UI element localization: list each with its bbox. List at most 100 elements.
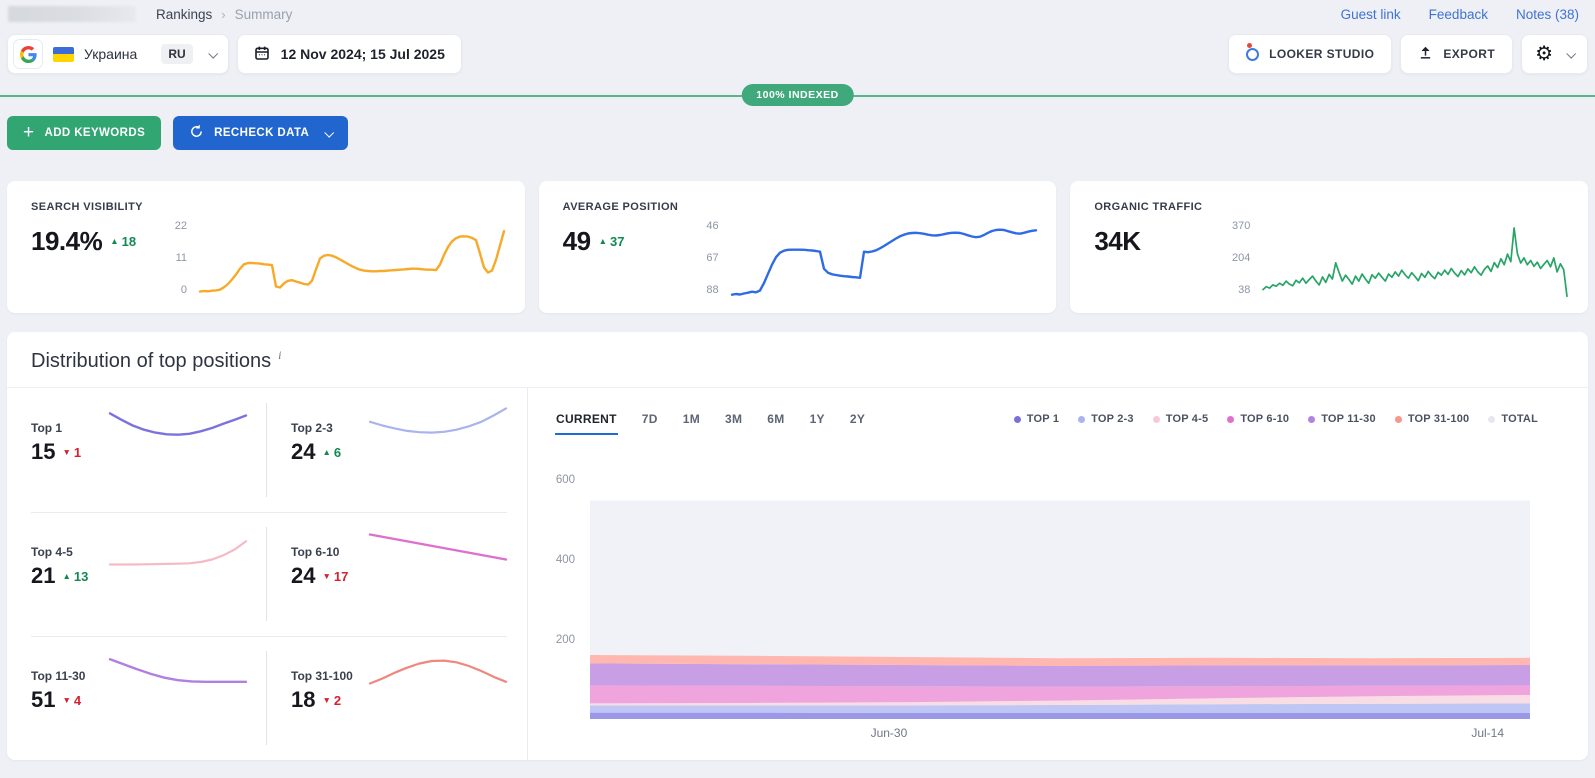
looker-studio-label: LOOKER STUDIO (1269, 47, 1375, 61)
app-logo-blurred (8, 6, 136, 22)
indexed-progress-row: 100% INDEXED (0, 84, 1595, 106)
card-label: ORGANIC TRAFFIC (1094, 201, 1203, 213)
tab-7d[interactable]: 7D (641, 412, 658, 426)
distribution-section: Distribution of top positions i Top 1 15… (7, 332, 1588, 760)
tab-3m[interactable]: 3M (725, 412, 743, 426)
card-label: AVERAGE POSITION (562, 201, 679, 213)
actions-row: + ADD KEYWORDS RECHECK DATA (7, 116, 1588, 150)
range-value: 51 (31, 687, 56, 712)
card-value: 34K (1094, 226, 1141, 256)
recheck-data-button[interactable]: RECHECK DATA (173, 116, 349, 150)
language-chip: RU (161, 44, 193, 64)
range-delta: ▲ 13 (62, 568, 89, 584)
chart-legend: TOP 1 TOP 2-3 TOP 4-5 TOP 6-10 TOP 11-30… (1013, 413, 1538, 425)
range-delta: ▼ 17 (322, 568, 349, 584)
legend-top-11-30[interactable]: TOP 11-30 (1308, 413, 1376, 425)
range-label: Top 2-3 (291, 421, 333, 435)
legend-dot (1488, 415, 1496, 423)
range-delta: ▼ 1 (62, 444, 82, 460)
svg-text:200: 200 (556, 634, 575, 646)
project-selector[interactable]: Украина RU (7, 34, 229, 74)
top-6-10-card: Top 6-10 24 ▼ 17 (267, 512, 527, 636)
legend-dot (1013, 415, 1021, 423)
breadcrumb-separator-icon: › (221, 6, 226, 22)
export-label: EXPORT (1443, 47, 1496, 61)
card-value: 49 (562, 226, 591, 256)
search-visibility-card: SEARCH VISIBILITY 19.4% ▲ 18 22 11 0 (7, 181, 525, 313)
notes-link[interactable]: Notes (38) (1515, 6, 1579, 22)
stacked-area-chart: 200 400 600 Jun-30 Jul-14 (528, 458, 1588, 760)
search-visibility-chart (197, 225, 507, 301)
recheck-data-label: RECHECK DATA (214, 127, 310, 139)
add-keywords-button[interactable]: + ADD KEYWORDS (7, 116, 162, 150)
top-bar: Rankings › Summary Guest link Feedback N… (0, 0, 1595, 26)
positions-chart-section: CURRENT 7D 1M 3M 6M 1Y 2Y TOP 1 TOP 2-3 … (527, 388, 1588, 760)
export-button[interactable]: EXPORT (1400, 34, 1514, 74)
top-1-card: Top 1 15 ▼ 1 (7, 388, 267, 512)
column-divider (266, 651, 267, 745)
delta-arrow-icon: ▲ (598, 236, 608, 247)
feedback-link[interactable]: Feedback (1428, 6, 1488, 22)
chevron-down-icon (1566, 48, 1577, 59)
legend-top-1[interactable]: TOP 1 (1013, 413, 1059, 425)
y-axis-ticks: 22 11 0 (174, 220, 187, 296)
legend-dot (1394, 415, 1402, 423)
looker-studio-button[interactable]: LOOKER STUDIO (1228, 34, 1393, 74)
looker-studio-icon (1246, 42, 1260, 61)
card-delta: ▲ 18 (110, 234, 137, 249)
refresh-icon (189, 124, 204, 142)
calendar-icon (254, 45, 270, 64)
range-delta: ▲ 6 (322, 444, 342, 460)
range-value: 21 (31, 563, 56, 588)
distribution-header: Distribution of top positions i (7, 332, 1588, 388)
breadcrumb-rankings[interactable]: Rankings (156, 6, 213, 22)
top-31-100-sparkline (367, 648, 509, 704)
toolbar: Украина RU 12 Nov 2024; 15 Jul 2025 LOOK… (7, 34, 1588, 74)
delta-arrow-icon: ▲ (62, 570, 71, 581)
delta-arrow-icon: ▼ (322, 570, 331, 581)
svg-text:Jun-30: Jun-30 (871, 726, 908, 740)
top-2-3-card: Top 2-3 24 ▲ 6 (267, 388, 527, 512)
card-value: 19.4% (31, 226, 103, 256)
guest-link[interactable]: Guest link (1340, 6, 1401, 22)
period-tabs: CURRENT 7D 1M 3M 6M 1Y 2Y (555, 412, 866, 435)
row-divider (31, 636, 507, 637)
delta-arrow-icon: ▲ (110, 236, 119, 247)
tab-1m[interactable]: 1M (682, 412, 700, 426)
top-11-30-sparkline (107, 648, 249, 704)
range-value: 18 (291, 687, 316, 712)
google-icon (13, 39, 43, 69)
settings-button[interactable]: ⚙ (1521, 34, 1588, 74)
topbar-links: Guest link Feedback Notes (38) (1341, 7, 1579, 22)
info-icon[interactable]: i (278, 348, 282, 362)
legend-total[interactable]: TOTAL (1488, 413, 1538, 425)
tab-6m[interactable]: 6M (767, 412, 785, 426)
chevron-down-icon (324, 127, 335, 138)
ukraine-flag-icon (53, 46, 74, 62)
delta-arrow-icon: ▲ (322, 446, 331, 457)
gear-icon: ⚙ (1535, 43, 1553, 65)
range-value: 15 (31, 439, 56, 464)
legend-dot (1078, 415, 1086, 423)
tab-current[interactable]: CURRENT (555, 412, 618, 435)
average-position-chart (729, 225, 1039, 301)
average-position-card: AVERAGE POSITION 49 ▲ 37 46 67 88 (538, 181, 1057, 313)
svg-text:Jul-14: Jul-14 (1471, 726, 1504, 740)
toolbar-right: LOOKER STUDIO EXPORT ⚙ (1228, 34, 1588, 74)
legend-top-2-3[interactable]: TOP 2-3 (1078, 413, 1134, 425)
legend-top-4-5[interactable]: TOP 4-5 (1152, 413, 1209, 425)
date-range-picker[interactable]: 12 Nov 2024; 15 Jul 2025 (236, 34, 462, 74)
y-axis-ticks: 370 204 38 (1231, 220, 1251, 296)
export-icon (1418, 45, 1433, 63)
metric-cards-row: SEARCH VISIBILITY 19.4% ▲ 18 22 11 0 AVERAG… (7, 181, 1589, 313)
legend-dot (1227, 415, 1235, 423)
top-1-sparkline (107, 400, 249, 456)
legend-top-6-10[interactable]: TOP 6-10 (1227, 413, 1289, 425)
legend-dot (1152, 415, 1160, 423)
range-label: Top 11-30 (31, 669, 86, 683)
column-divider (266, 403, 267, 497)
tab-1y[interactable]: 1Y (809, 412, 825, 426)
legend-top-31-100[interactable]: TOP 31-100 (1394, 413, 1470, 425)
range-delta: ▼ 4 (62, 692, 82, 708)
tab-2y[interactable]: 2Y (849, 412, 866, 426)
